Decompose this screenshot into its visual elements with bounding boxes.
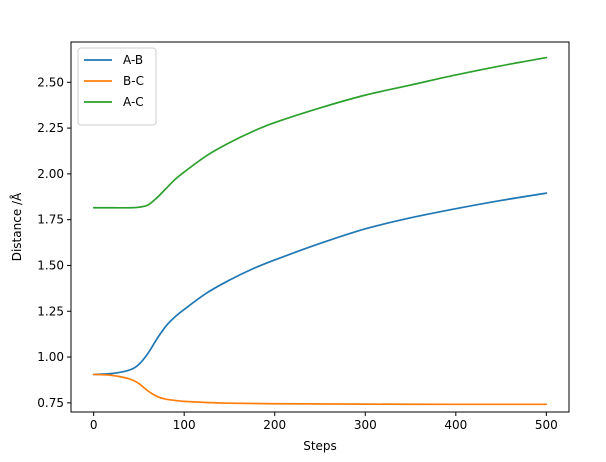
- x-tick-label: 100: [173, 418, 196, 432]
- series-line-b-c: [92, 373, 548, 406]
- y-tick-label: 1.00: [37, 350, 64, 364]
- x-tick-label: 400: [444, 418, 467, 432]
- legend-label-a-b: A-B: [123, 53, 143, 67]
- series-layer: [92, 56, 548, 406]
- x-tick-label: 200: [263, 418, 286, 432]
- y-tick-label: 2.50: [37, 75, 64, 89]
- y-tick-label: 0.75: [37, 396, 64, 410]
- legend-label-b-c: B-C: [123, 74, 144, 88]
- series-line-a-c: [92, 56, 548, 209]
- legend-box: [77, 47, 157, 126]
- y-tick-label: 2.25: [37, 121, 64, 135]
- y-axis-ticks: 0.75 1.00 1.25 1.50 1.75 2.00 2.25 2.50: [37, 75, 71, 410]
- plot-area-frame: [70, 41, 570, 413]
- legend: A-B B-C A-C: [77, 47, 157, 126]
- x-axis-ticks: 0 100 200 300 400 500: [90, 412, 558, 432]
- y-tick-label: 1.25: [37, 304, 64, 318]
- y-axis-label: Distance /Å: [9, 192, 24, 261]
- y-tick-label: 2.00: [37, 167, 64, 181]
- y-tick-label: 1.75: [37, 213, 64, 227]
- legend-label-a-c: A-C: [123, 95, 144, 109]
- x-tick-label: 500: [535, 418, 558, 432]
- x-tick-label: 300: [354, 418, 377, 432]
- y-tick-label: 1.50: [37, 258, 64, 272]
- x-axis-label: Steps: [303, 439, 337, 453]
- x-tick-label: 0: [90, 418, 98, 432]
- series-line-a-b: [92, 192, 548, 376]
